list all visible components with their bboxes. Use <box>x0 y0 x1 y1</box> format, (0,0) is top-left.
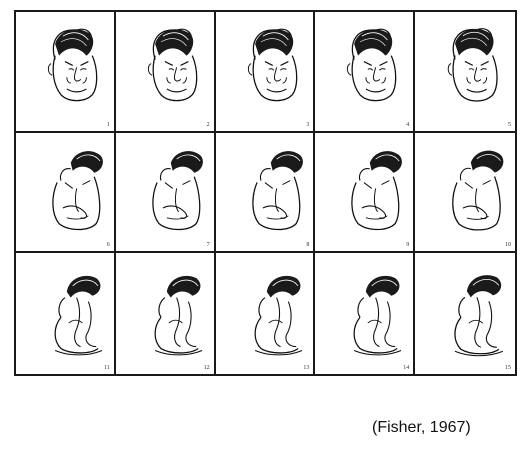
figure-drawing <box>152 150 203 230</box>
figure-drawing <box>47 28 98 102</box>
figure-panel: 2 <box>115 12 216 133</box>
figure-drawing <box>454 275 504 357</box>
figure-panel: 9 <box>315 132 416 254</box>
figure-panel: 13 <box>216 253 316 374</box>
figure-drawing <box>447 28 498 102</box>
panel-number: 6 <box>106 242 110 249</box>
panel-number: 10 <box>505 242 511 249</box>
figure-panel: 7 <box>115 132 216 254</box>
ambiguous-figure-grid: 1 2 3 4 5 6 7 <box>14 10 517 376</box>
figure-panel: 11 <box>16 253 116 374</box>
panel-number: 8 <box>306 242 310 249</box>
figure-panel: 12 <box>116 253 216 374</box>
figure-panel: 8 <box>215 132 316 254</box>
figure-drawing <box>353 276 402 356</box>
figure-drawing <box>351 150 403 230</box>
figure-drawing <box>54 276 103 356</box>
figure-panel: 1 <box>16 12 116 133</box>
figure-drawing <box>52 150 103 230</box>
figure-panel: 4 <box>315 12 416 133</box>
figure-panel: 6 <box>16 132 116 254</box>
panel-number: 7 <box>206 242 210 249</box>
figure-drawing <box>147 28 198 102</box>
figure-panel: 5 <box>415 12 515 133</box>
panel-number: 9 <box>406 242 410 249</box>
figure-drawing <box>251 150 303 230</box>
panel-number: 5 <box>508 121 511 128</box>
panel-number: 1 <box>106 121 110 128</box>
panel-number: 4 <box>406 121 410 128</box>
figure-drawing <box>452 150 504 231</box>
panel-number: 12 <box>203 364 210 371</box>
panel-number: 15 <box>505 364 511 371</box>
panel-number: 11 <box>104 364 110 371</box>
figure-panel: 3 <box>215 12 316 133</box>
figure-drawing <box>347 28 397 102</box>
figure-drawing <box>247 28 297 102</box>
figure-caption: (Fisher, 1967) <box>372 419 471 436</box>
figure-panel: 14 <box>315 253 416 374</box>
panel-number: 3 <box>306 121 310 128</box>
figure-panel: 15 <box>415 253 515 374</box>
figure-drawing <box>254 276 302 356</box>
figure-drawing <box>154 276 203 356</box>
figure-panel: 10 <box>415 133 515 254</box>
panel-number: 2 <box>206 121 210 128</box>
panel-number: 13 <box>303 364 310 371</box>
panel-number: 14 <box>403 364 410 371</box>
